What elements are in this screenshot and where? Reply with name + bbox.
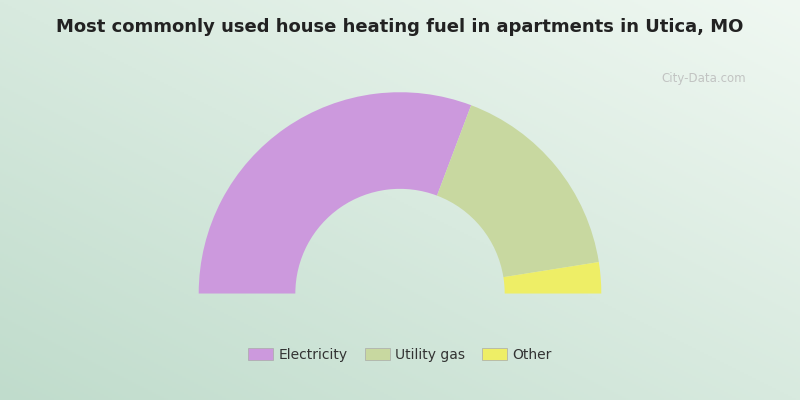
Wedge shape bbox=[437, 105, 599, 277]
Legend: Electricity, Utility gas, Other: Electricity, Utility gas, Other bbox=[242, 342, 558, 367]
Text: Most commonly used house heating fuel in apartments in Utica, MO: Most commonly used house heating fuel in… bbox=[56, 18, 744, 36]
Wedge shape bbox=[198, 92, 471, 294]
Wedge shape bbox=[503, 262, 602, 294]
Text: City-Data.com: City-Data.com bbox=[662, 72, 746, 85]
